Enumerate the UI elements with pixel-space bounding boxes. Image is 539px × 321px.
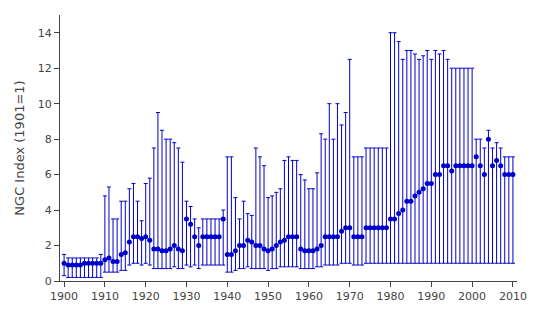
- svg-text:14: 14: [38, 27, 52, 40]
- svg-text:10: 10: [38, 98, 52, 111]
- svg-text:1980: 1980: [377, 290, 405, 303]
- svg-text:1950: 1950: [254, 290, 282, 303]
- svg-text:1990: 1990: [417, 290, 445, 303]
- svg-text:4: 4: [45, 204, 52, 217]
- svg-text:2010: 2010: [499, 290, 527, 303]
- svg-text:1910: 1910: [91, 290, 119, 303]
- svg-text:2: 2: [45, 239, 52, 252]
- svg-text:1960: 1960: [295, 290, 323, 303]
- svg-text:0: 0: [45, 275, 52, 288]
- svg-text:1900: 1900: [50, 290, 78, 303]
- svg-text:NGC Index (1901=1): NGC Index (1901=1): [12, 80, 27, 215]
- svg-text:1940: 1940: [213, 290, 241, 303]
- svg-text:1920: 1920: [132, 290, 160, 303]
- svg-text:1930: 1930: [172, 290, 200, 303]
- svg-text:6: 6: [45, 168, 52, 181]
- svg-text:12: 12: [38, 62, 52, 75]
- svg-text:1970: 1970: [336, 290, 364, 303]
- svg-text:8: 8: [45, 133, 52, 146]
- svg-text:2000: 2000: [458, 290, 486, 303]
